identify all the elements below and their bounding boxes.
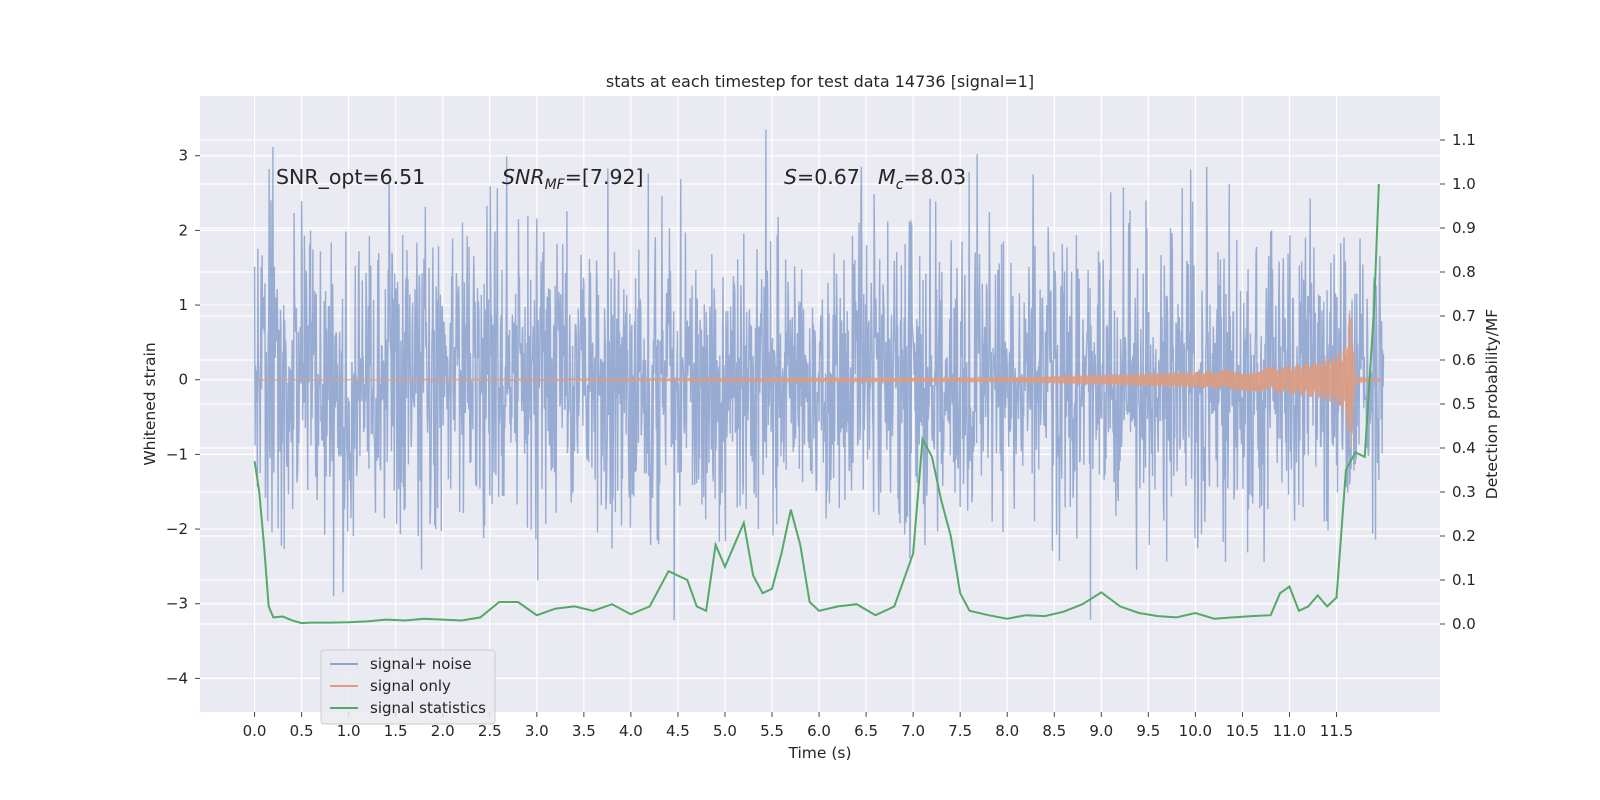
y-right-tick-label: 0.0 — [1452, 615, 1476, 633]
y-tick-label: 3 — [178, 147, 188, 165]
y-tick-label: 1 — [178, 296, 188, 314]
y-right-axis-label: Detection probability/MF — [1483, 309, 1501, 500]
y-right-tick-label: 0.6 — [1452, 351, 1476, 369]
y-axis-label: Whitened strain — [141, 342, 159, 465]
y-right-tick-label: 0.1 — [1452, 571, 1476, 589]
y-right-tick-label: 0.2 — [1452, 527, 1476, 545]
y-tick-label: −1 — [166, 445, 188, 463]
x-tick-label: 2.5 — [478, 722, 502, 740]
x-tick-label: 9.5 — [1136, 722, 1160, 740]
legend-label-signal-only: signal only — [370, 677, 451, 695]
x-tick-label: 5.5 — [760, 722, 784, 740]
annotation-mc: Mc=8.03 — [878, 165, 966, 193]
legend-label-signal-statistics: signal statistics — [370, 699, 486, 717]
legend: signal+ noise signal only signal statist… — [320, 649, 496, 725]
y-right-tick-label: 0.9 — [1452, 219, 1476, 237]
x-tick-label: 4.0 — [619, 722, 643, 740]
series-signal-statistics-line — [253, 183, 1380, 625]
y-tick-label: −3 — [166, 595, 188, 613]
x-tick-label: 7.5 — [948, 722, 972, 740]
y-right-tick-label: 1.1 — [1452, 131, 1476, 149]
x-tick-label: 3.0 — [525, 722, 549, 740]
annotation-s: S=0.67 — [784, 165, 860, 189]
y-tick-label: 2 — [178, 221, 188, 239]
annotation-snr-opt: SNR_opt=6.51 — [276, 165, 425, 190]
x-tick-label: 5.0 — [713, 722, 737, 740]
annotations: SNR_opt=6.51 SNRMF=[7.92] S=0.67 Mc=8.03 — [276, 165, 966, 193]
x-tick-label: 8.0 — [995, 722, 1019, 740]
x-tick-label: 1.0 — [337, 722, 361, 740]
x-tick-label: 2.0 — [431, 722, 455, 740]
y-right-tick-label: 0.7 — [1452, 307, 1476, 325]
x-tick-label: 1.5 — [384, 722, 408, 740]
y-right-tick-label: 0.8 — [1452, 263, 1476, 281]
x-tick-label: 11.0 — [1273, 722, 1306, 740]
ticks: 0.0 0.5 1.0 1.5 2.0 2.5 3.0 3.5 4.0 4.5 5.0 5.5 6.0 6… — [166, 131, 1476, 740]
x-tick-label: 0.0 — [243, 722, 267, 740]
y-right-tick-label: 1.0 — [1452, 175, 1476, 193]
annotation-snr-mf: SNRMF=[7.92] — [502, 165, 644, 193]
x-tick-label: 6.0 — [807, 722, 831, 740]
x-tick-label: 7.0 — [901, 722, 925, 740]
y-tick-label: −2 — [166, 520, 188, 538]
x-tick-label: 0.5 — [290, 722, 314, 740]
legend-box — [320, 649, 496, 725]
series-signal-noise-line — [253, 129, 1385, 621]
y-right-tick-label: 0.4 — [1452, 439, 1476, 457]
chart-title: stats at each timestep for test data 147… — [606, 72, 1034, 91]
data-layer — [253, 129, 1385, 625]
series-signal-only-line — [254, 310, 1384, 447]
legend-label-signal-noise: signal+ noise — [370, 655, 472, 673]
y-tick-label: 0 — [178, 371, 188, 389]
x-tick-label: 3.5 — [572, 722, 596, 740]
x-axis-label: Time (s) — [787, 744, 851, 762]
y-tick-label: −4 — [166, 669, 188, 687]
x-tick-label: 8.5 — [1042, 722, 1066, 740]
x-tick-label: 10.5 — [1226, 722, 1259, 740]
y-right-tick-label: 0.5 — [1452, 395, 1476, 413]
y-right-tick-label: 0.3 — [1452, 483, 1476, 501]
x-tick-label: 6.5 — [854, 722, 878, 740]
x-tick-label: 10.0 — [1179, 722, 1212, 740]
x-tick-label: 11.5 — [1320, 722, 1353, 740]
x-tick-label: 4.5 — [666, 722, 690, 740]
x-tick-label: 9.0 — [1089, 722, 1113, 740]
